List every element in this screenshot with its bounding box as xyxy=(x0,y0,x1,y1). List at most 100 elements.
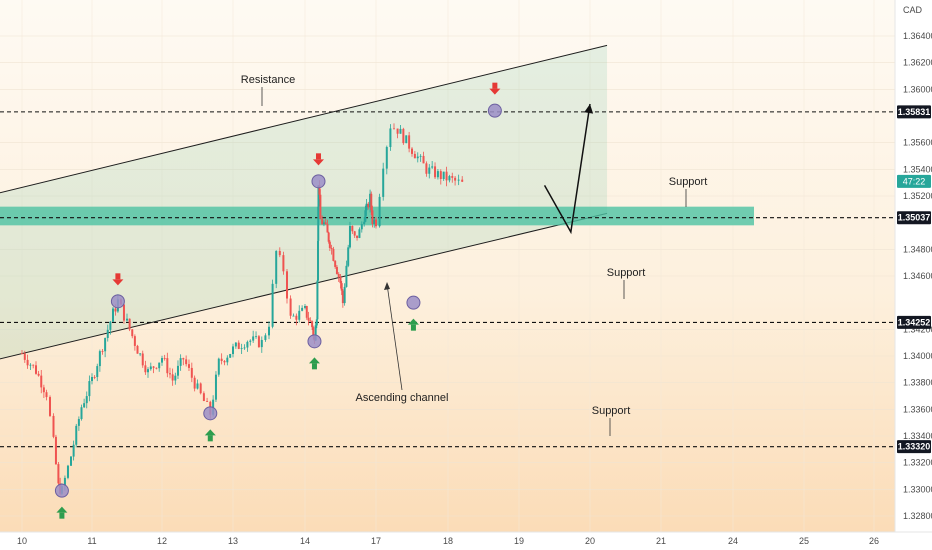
level-lines xyxy=(0,111,895,448)
ascending-channel-pointer xyxy=(386,283,403,391)
down-arrow-icon xyxy=(315,153,321,160)
candle-body xyxy=(232,346,234,355)
candle-body xyxy=(356,235,359,238)
candle-body xyxy=(246,341,249,348)
candle-body xyxy=(341,290,344,304)
candle-body xyxy=(63,477,66,487)
candle-body xyxy=(307,317,310,321)
candle-body xyxy=(295,315,298,320)
candle-body xyxy=(298,310,301,320)
candle-body xyxy=(163,358,166,359)
down-arrow-head xyxy=(112,279,124,286)
candle-body xyxy=(155,367,158,369)
candle-body xyxy=(93,377,96,378)
candle-body xyxy=(21,353,23,355)
candle-body xyxy=(72,444,75,457)
candle-body xyxy=(351,225,354,232)
candle-body xyxy=(45,392,48,398)
up-arrow-shaft xyxy=(311,363,317,370)
candle-body xyxy=(98,351,101,367)
candle-body xyxy=(445,171,448,181)
x-tick-label: 11 xyxy=(87,536,96,546)
candle-body xyxy=(144,365,147,373)
x-tick-label: 17 xyxy=(371,536,381,546)
currency-label: CAD xyxy=(903,5,923,15)
support-label-3: Support xyxy=(592,405,631,417)
candle-body xyxy=(332,248,335,261)
candle-body xyxy=(220,358,223,361)
candle-body xyxy=(416,156,419,159)
candle-body xyxy=(158,362,161,369)
price-axis-bg xyxy=(895,0,932,550)
candle-body xyxy=(171,374,174,381)
candle-body xyxy=(278,250,281,256)
candle-body xyxy=(317,185,320,207)
y-tick-label: 1.33800 xyxy=(903,378,932,388)
x-tick-label: 24 xyxy=(728,536,738,546)
candle-body xyxy=(434,166,437,178)
candle-body xyxy=(439,171,442,180)
candle-body xyxy=(237,342,240,349)
candle-body xyxy=(457,179,460,181)
candle-body xyxy=(454,177,457,181)
candle-body xyxy=(223,360,226,363)
candle-body xyxy=(190,367,193,378)
candle-body xyxy=(240,348,243,350)
level-tag-bg xyxy=(897,105,931,119)
candle-body xyxy=(363,221,366,225)
candle-body xyxy=(345,265,348,287)
candle-body xyxy=(66,465,69,478)
candle-body xyxy=(315,319,318,326)
candle-body xyxy=(264,335,267,340)
candle-body xyxy=(282,255,285,272)
candle-body xyxy=(77,419,80,426)
candle-body xyxy=(334,260,337,267)
candle-body xyxy=(106,329,109,339)
x-tick-label: 12 xyxy=(157,536,167,546)
candle-body xyxy=(428,167,431,174)
candle-body xyxy=(330,247,333,249)
candle-body xyxy=(347,247,350,266)
candle-body xyxy=(292,315,295,317)
candle-body xyxy=(249,340,252,342)
candle-body xyxy=(371,210,374,224)
candle-body xyxy=(370,193,373,211)
current-price-tag: 47:22 xyxy=(897,174,931,188)
candle-body xyxy=(328,241,331,248)
candle-body xyxy=(179,358,182,366)
candle-body xyxy=(335,266,338,274)
y-tick-label: 1.35400 xyxy=(903,164,932,174)
up-arrow-icon xyxy=(407,318,419,325)
candle-body xyxy=(217,358,220,375)
candle-body xyxy=(419,155,422,157)
candle-body xyxy=(304,306,306,308)
candle-body xyxy=(389,128,392,148)
level-tag-bg xyxy=(897,315,931,329)
candle-body xyxy=(126,318,128,321)
level-tags: 1.35831 1.35037 1.34252 1.33320 xyxy=(897,105,931,454)
candle-body xyxy=(451,176,454,178)
x-tick-label: 18 xyxy=(443,536,453,546)
ascending-channel-pointer-head xyxy=(384,282,390,290)
candle-body xyxy=(301,307,304,311)
x-tick-label: 14 xyxy=(300,536,310,546)
y-tick-label: 1.34000 xyxy=(903,351,932,361)
candle-body xyxy=(327,232,330,242)
candle-body xyxy=(101,351,104,352)
candle-body xyxy=(316,280,319,320)
swing-circle xyxy=(487,103,502,118)
level-tag-bg xyxy=(897,211,931,225)
candle-body xyxy=(206,401,209,402)
candle-body xyxy=(29,364,32,366)
candle-body xyxy=(321,219,324,225)
candle-body xyxy=(442,171,445,180)
swing-circle xyxy=(110,294,125,309)
candle-body xyxy=(52,415,55,437)
candle-body xyxy=(32,364,35,366)
candle-body xyxy=(114,308,117,312)
candle-body xyxy=(136,345,139,354)
candle-body xyxy=(54,436,57,465)
candle-body xyxy=(226,357,229,363)
up-arrow-shaft xyxy=(207,435,213,442)
candle-body xyxy=(57,464,60,484)
